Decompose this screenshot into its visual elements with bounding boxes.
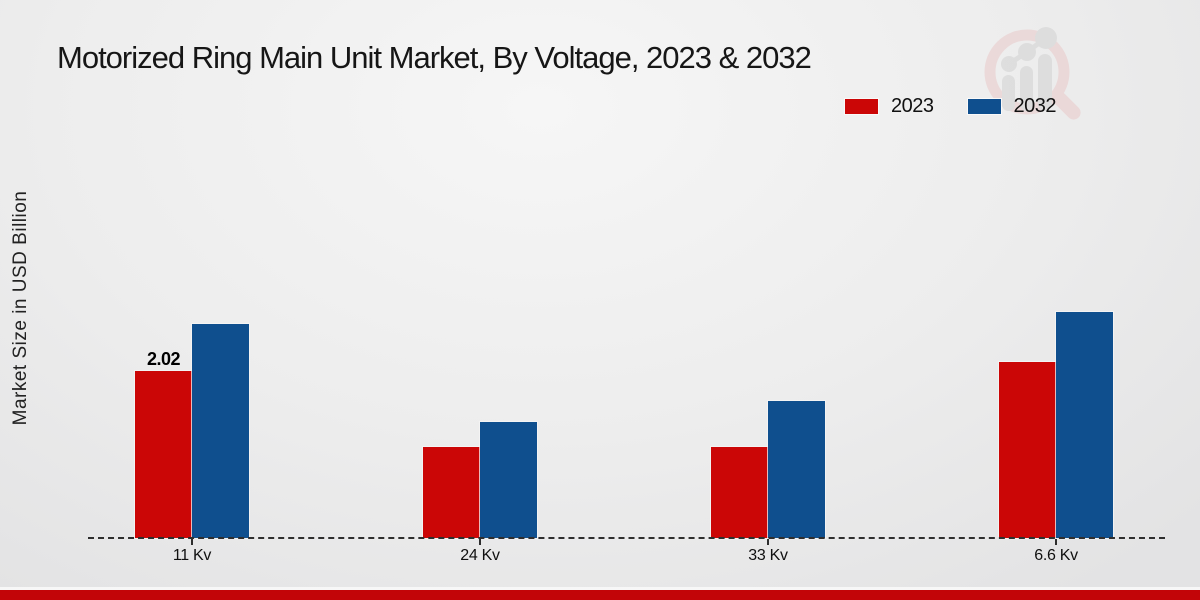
x-axis-tick <box>767 539 769 545</box>
legend: 2023 2032 <box>845 95 1056 118</box>
footer-accent-bar <box>0 590 1200 600</box>
bar-2032-33-kv <box>768 401 825 538</box>
legend-label-2023: 2023 <box>891 95 934 117</box>
x-axis-tick <box>1055 539 1057 545</box>
legend-item-2023: 2023 <box>845 95 934 118</box>
bar-2032-24-kv <box>480 422 537 538</box>
x-axis-tick <box>479 539 481 545</box>
legend-item-2032: 2032 <box>967 95 1057 118</box>
bar-value-label: 2.02 <box>146 349 181 369</box>
bar-2023-33-kv <box>711 447 768 538</box>
legend-swatch-2032 <box>967 99 1001 114</box>
bar-2032-11-kv <box>192 324 249 538</box>
bar-2023-6.6-kv <box>999 362 1056 538</box>
x-axis-category-label: 33 Kv <box>748 547 788 564</box>
magnifier-growth-chart-icon <box>975 25 1087 130</box>
bar-2032-6.6-kv <box>1056 312 1113 538</box>
bar-2023-24-kv <box>423 447 480 538</box>
chart-title: Motorized Ring Main Unit Market, By Volt… <box>57 40 812 75</box>
legend-swatch-2023 <box>845 99 878 114</box>
x-axis-category-label: 11 Kv <box>172 547 212 564</box>
x-axis-line <box>88 537 1165 539</box>
x-axis-tick <box>191 539 193 545</box>
x-axis-category-label: 24 Kv <box>460 547 500 564</box>
legend-label-2032: 2032 <box>1013 95 1057 117</box>
x-axis-category-label: 6.6 Kv <box>1034 547 1078 564</box>
bar-2023-11-kv <box>135 371 192 538</box>
footer-separator <box>0 587 1200 590</box>
